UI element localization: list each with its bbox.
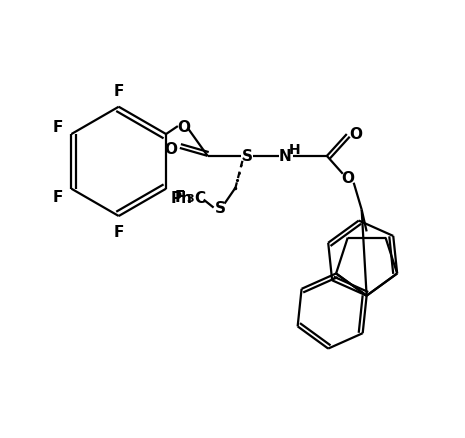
Text: 3: 3 (187, 193, 194, 203)
Text: S: S (242, 149, 253, 164)
Text: O: O (349, 126, 362, 141)
Text: S: S (215, 201, 226, 215)
Text: O: O (341, 171, 354, 186)
Text: O: O (177, 119, 190, 134)
Text: F: F (113, 225, 124, 240)
Text: H: H (288, 143, 300, 157)
Text: C: C (195, 191, 206, 206)
Text: F: F (53, 190, 63, 205)
Text: F: F (175, 190, 185, 205)
Text: N: N (279, 149, 292, 164)
Text: Ph: Ph (171, 191, 193, 206)
Text: F: F (113, 84, 124, 99)
Text: O: O (165, 142, 177, 157)
Text: F: F (53, 119, 63, 134)
